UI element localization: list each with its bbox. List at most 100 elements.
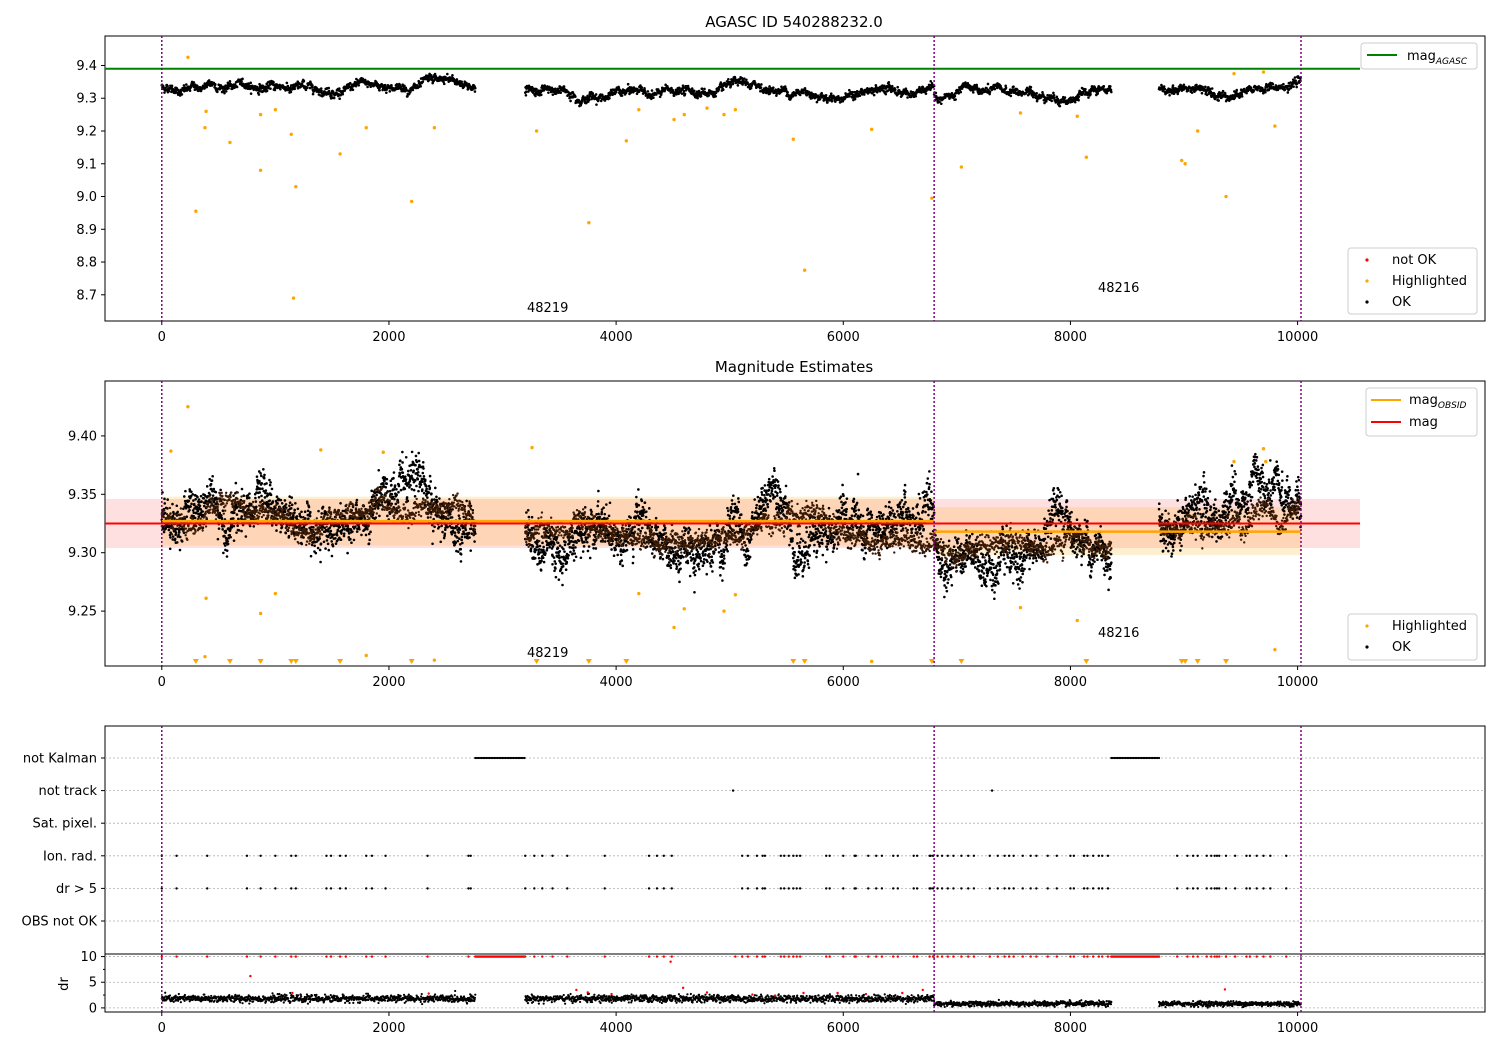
ok-point [433,486,437,490]
ok-point [169,536,172,539]
ok-point [440,524,443,528]
ok-point [380,493,383,496]
ok-point [368,538,371,542]
ok-point [226,542,230,546]
ok-point [167,528,171,532]
ok-point [192,81,196,84]
highlighted-point [802,268,807,272]
ok-point [412,469,416,473]
ok-point [721,88,725,92]
ok-point [1213,92,1216,96]
ok-point [264,489,268,492]
ok-point [427,491,431,494]
ok-point [824,93,828,97]
ok-point [421,471,425,475]
ok-point [414,454,418,458]
ok-point [252,525,256,528]
ok-point [398,473,402,476]
ok-point [561,564,565,568]
legend-not-ok-label: not OK [1392,253,1437,268]
ok-point [302,79,306,83]
ok-point [232,494,235,497]
ok-point [395,488,398,491]
ok-point [319,542,323,546]
ok-point [404,455,408,459]
ok-point [1084,88,1087,91]
ok-point [410,487,414,491]
ok-point [562,547,565,551]
ok-point [382,482,385,486]
legend-agasc-top[interactable]: magAGASC [1360,42,1478,70]
ok-point [351,530,354,533]
ok-point [258,479,261,483]
ok-point [189,505,192,508]
ok-point [551,562,554,566]
ok-point [240,487,244,491]
ok-point [468,536,471,539]
ok-point [539,569,543,572]
ok-point [339,93,342,97]
ok-point [275,495,279,499]
ok-point [554,562,557,565]
ok-point [232,539,236,542]
ok-point [211,494,215,497]
ok-point [608,96,611,100]
highlighted-point [1180,158,1184,163]
ok-point [293,511,296,514]
ok-point [557,578,561,581]
ok-point [321,505,325,509]
ok-point [285,81,289,85]
ok-point [1282,82,1285,86]
legend-highlighted-label: Highlighted [1392,274,1467,289]
x-tick-label: 4000 [600,330,633,345]
ok-point [683,92,687,96]
legend-agasc-bottom[interactable]: not OK Highlighted OK [1347,247,1478,315]
ok-point [384,83,387,87]
ok-point [349,537,352,541]
ok-point [192,499,195,502]
ok-point [293,508,296,512]
ok-point [988,90,992,94]
ok-point [818,97,822,101]
ok-point [190,490,193,494]
ok-point [293,87,296,91]
ok-point [612,554,616,558]
ok-point [259,474,263,478]
ok-point [350,541,353,545]
ok-point [184,489,187,493]
ok-point [224,529,228,533]
ok-point [451,74,454,77]
ok-point [446,517,450,521]
ok-point [306,509,310,513]
ok-point [403,487,407,491]
highlighted-point [432,126,437,130]
ok-point [222,551,225,555]
ok-point [473,540,476,543]
ok-point [310,543,314,547]
ok-point [1105,91,1109,95]
ok-point [318,548,322,552]
highlighted-point [1273,124,1277,128]
ok-point [545,546,549,550]
panel-agasc-plot-area [105,36,1361,321]
ok-point [552,556,556,559]
x-tick-label: 10000 [1277,330,1318,345]
ok-point [1240,92,1244,96]
ok-point [417,459,421,463]
y-tick-label: 8.8 [76,256,97,271]
ok-point [279,498,283,502]
ok-point [1009,94,1013,98]
ok-point [221,528,224,531]
ok-point [575,541,578,544]
ok-point [405,496,409,499]
ok-point [394,502,398,506]
ok-point [355,501,358,504]
ok-point [197,498,201,501]
ok-point [640,86,644,89]
ok-point [1217,99,1220,102]
ok-point [566,557,570,560]
ok-point [178,535,182,539]
highlighted-point [1232,71,1236,76]
highlighted-point [1183,162,1187,166]
ok-point [395,493,398,497]
